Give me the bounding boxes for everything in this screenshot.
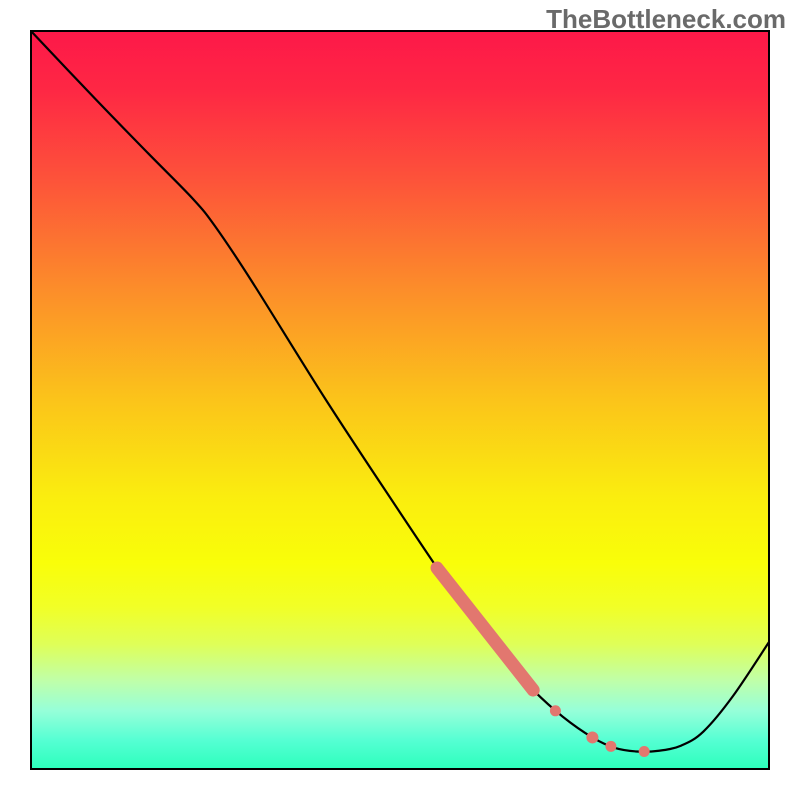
highlight-dot [605,741,616,752]
chart-svg [30,30,770,770]
chart-background [30,30,770,770]
highlight-dot [639,746,650,757]
highlight-dot [550,705,561,716]
bottleneck-chart [30,30,770,770]
highlight-dot [586,731,598,743]
chart-frame: TheBottleneck.com [0,0,800,800]
watermark-text: TheBottleneck.com [546,4,786,35]
